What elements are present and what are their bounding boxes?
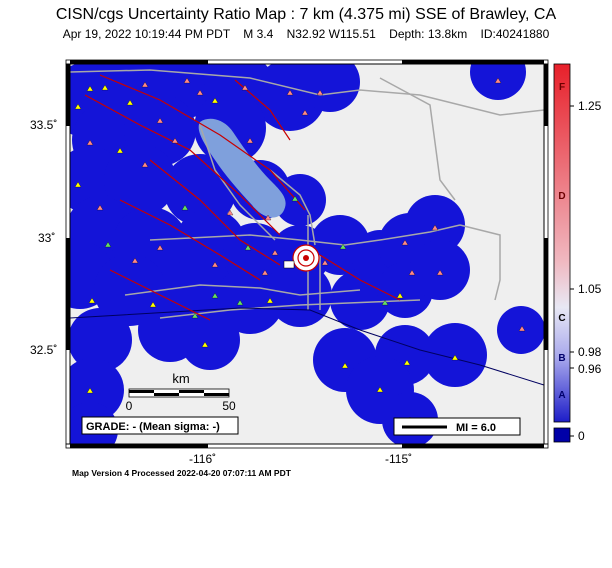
lat-label-33: 33˚ bbox=[38, 231, 56, 245]
colorbar-value-1.05: 1.05 bbox=[578, 282, 602, 296]
salton-sea bbox=[198, 118, 286, 218]
event-depth: Depth: 13.8km bbox=[389, 27, 468, 41]
grade-text: GRADE: - (Mean sigma: -) bbox=[86, 421, 220, 433]
colorbar bbox=[553, 63, 574, 443]
event-magnitude: M 3.4 bbox=[243, 27, 274, 41]
colorbar-value-0.98: 0.98 bbox=[578, 345, 602, 359]
colorbar-value-0: 0 bbox=[578, 429, 585, 443]
colorbar-letter-b: B bbox=[558, 353, 566, 364]
seismic-stations bbox=[74, 77, 526, 423]
map-border-ticks bbox=[65, 59, 549, 449]
event-id: ID:40241880 bbox=[480, 27, 550, 41]
colorbar-letter-f: F bbox=[558, 82, 566, 93]
faults bbox=[84, 74, 401, 321]
event-info: Apr 19, 2022 10:19:44 PM PDT M 3.4 N32.9… bbox=[0, 27, 612, 41]
lon-label-115: -115˚ bbox=[385, 452, 413, 466]
colorbar-letter-d: D bbox=[558, 191, 566, 202]
colorbar-value-0.96: 0.96 bbox=[578, 362, 602, 376]
scale-max-label: 50 bbox=[222, 399, 236, 413]
border-line bbox=[70, 307, 544, 386]
colorbar-value-1.25: 1.25 bbox=[578, 99, 602, 113]
colorbar-letter-a: A bbox=[558, 390, 566, 401]
scale-min-label: 0 bbox=[126, 399, 133, 413]
lon-label-116: -116˚ bbox=[189, 452, 217, 466]
epicenter-star bbox=[283, 244, 320, 272]
colorbar-letter-c: C bbox=[558, 313, 566, 324]
scale-bar: km 0 50 bbox=[126, 371, 236, 413]
mi-legend-label: MI = 6.0 bbox=[456, 422, 496, 434]
event-datetime: Apr 19, 2022 10:19:44 PM PDT bbox=[62, 27, 230, 41]
lat-label-33.5: 33.5˚ bbox=[30, 118, 58, 132]
map-version-footer: Map Version 4 Processed 2022-04-20 07:07… bbox=[72, 468, 291, 478]
mi-legend: MI = 6.0 bbox=[393, 417, 521, 436]
grade-box: GRADE: - (Mean sigma: -) bbox=[81, 416, 239, 435]
map-title: CISN/cgs Uncertainty Ratio Map : 7 km (4… bbox=[55, 6, 557, 23]
event-location: N32.92 W115.51 bbox=[286, 27, 376, 41]
lat-label-32.5: 32.5˚ bbox=[30, 343, 58, 357]
scale-unit: km bbox=[172, 371, 189, 386]
roads bbox=[70, 69, 544, 319]
